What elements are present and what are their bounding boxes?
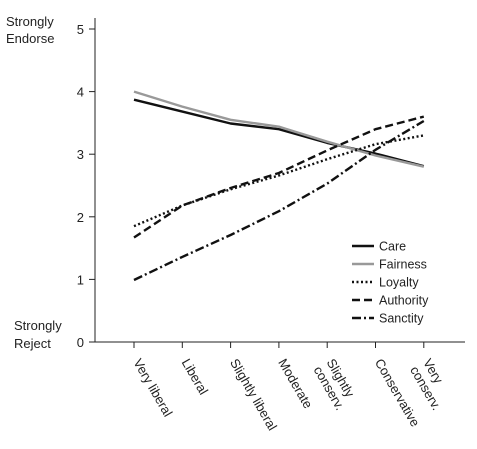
y-tick-label: 1	[77, 272, 84, 287]
top-label-line-2: Endorse	[6, 31, 54, 46]
legend-label-loyalty: Loyalty	[379, 276, 419, 290]
x-tick-label-line: Moderate	[275, 356, 315, 411]
x-tick-label: Very liberal	[130, 356, 175, 419]
x-tick-label-line: Liberal	[179, 356, 212, 397]
legend-label-care: Care	[379, 240, 406, 254]
series-line-loyalty	[133, 134, 425, 228]
series-line-fairness	[133, 90, 425, 168]
bottom-label: Strongly Reject	[14, 318, 62, 351]
y-tick-label: 2	[77, 210, 84, 225]
x-tick-label: Liberal	[179, 356, 212, 397]
x-tick-label-line: Very liberal	[130, 356, 175, 419]
legend-label-sanctity: Sanctity	[379, 312, 424, 326]
top-label-line-1: Strongly	[6, 14, 54, 29]
x-tick-label: Veryconserv.	[407, 356, 457, 413]
y-tick-label: 3	[77, 147, 84, 162]
legend: Care Fairness Loyalty Authority Sanctity	[352, 240, 429, 326]
top-label: Strongly Endorse	[6, 14, 54, 46]
x-tick-label: Slightly liberal	[227, 356, 280, 433]
x-tick-label: Moderate	[275, 356, 315, 411]
series-line-authority	[133, 115, 425, 239]
bottom-label-line-1: Strongly	[14, 318, 62, 333]
y-tick-label: 0	[77, 335, 84, 350]
plot-lines	[133, 90, 425, 282]
x-tick-label-line: Slightly liberal	[227, 356, 280, 433]
legend-label-fairness: Fairness	[379, 258, 427, 272]
y-axis: 0 1 2 3 4 5	[77, 18, 96, 350]
bottom-label-line-2: Reject	[14, 336, 51, 351]
series-line-sanctity	[133, 119, 425, 282]
series-line-care	[133, 98, 425, 168]
legend-label-authority: Authority	[379, 294, 429, 308]
y-tick-label: 4	[77, 85, 84, 100]
y-tick-label: 5	[77, 22, 84, 37]
x-tick-label: Slightlyconserv.	[311, 356, 361, 413]
x-axis: Very liberal Liberal Slightly liberalModer…	[95, 341, 465, 433]
